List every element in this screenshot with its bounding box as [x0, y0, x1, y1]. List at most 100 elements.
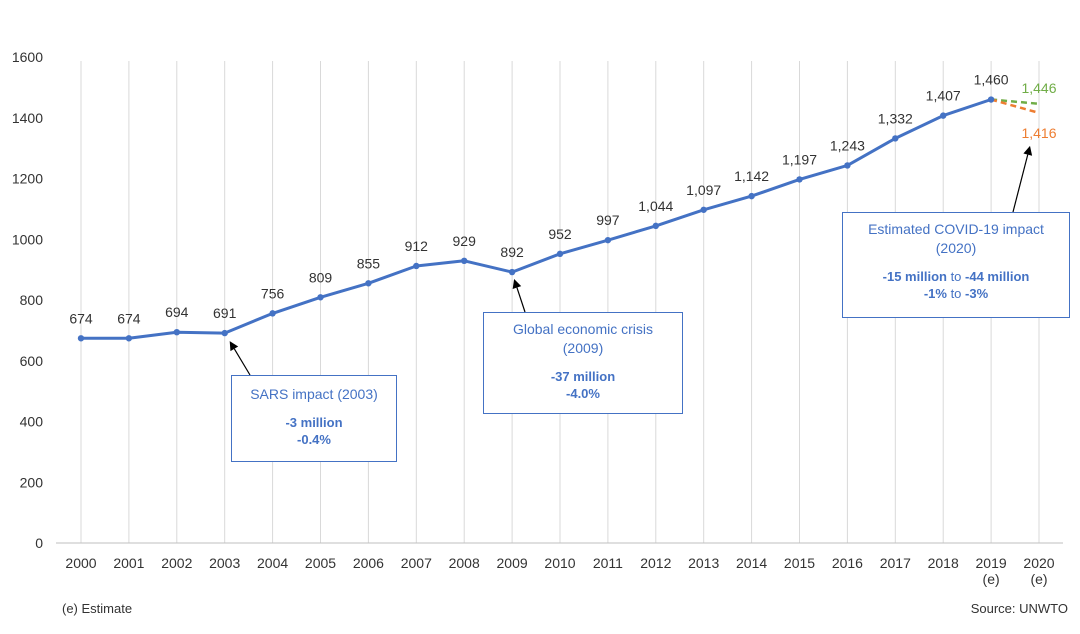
data-label: 694: [165, 304, 189, 320]
scenario-label: 1,446: [1021, 80, 1056, 96]
annotation-range-value: -15 million to -44 million: [882, 269, 1030, 284]
data-point: [77, 335, 85, 342]
y-tick-label: 1000: [12, 231, 43, 247]
data-label: 952: [548, 226, 572, 242]
y-tick-label: 1200: [12, 171, 43, 187]
data-label: 1,142: [734, 168, 769, 184]
annotation-arrows: [229, 145, 1033, 376]
x-tick-label: 2012: [640, 555, 671, 571]
x-tick-label: 2015: [784, 555, 815, 571]
x-tick-label: 2000: [65, 555, 96, 571]
series-line-path: [81, 98, 992, 340]
x-tick-label: 2019: [976, 555, 1007, 571]
data-point: [365, 280, 372, 287]
scenario-line: [990, 98, 1040, 115]
data-point: [844, 162, 851, 169]
data-point: [796, 176, 803, 183]
y-tick-label: 0: [35, 535, 43, 551]
data-label: 1,243: [830, 137, 865, 153]
data-point: [269, 310, 276, 317]
annotation-percent: -4.0%: [566, 386, 600, 401]
annotation-title: Global economic crisis (2009): [512, 321, 654, 356]
x-tick-label: 2005: [305, 555, 336, 571]
x-tick-label: 2013: [688, 555, 719, 571]
x-tick-label: 2011: [593, 555, 623, 571]
x-tick-label: 2003: [209, 555, 240, 571]
x-tick-label: 2006: [353, 555, 384, 571]
annotation-arrow-head: [1023, 145, 1033, 156]
x-tick-label: 2001: [113, 555, 144, 571]
y-tick-label: 600: [20, 353, 44, 369]
data-label: 809: [309, 269, 333, 285]
data-label: 674: [117, 310, 141, 326]
source-note: Source: UNWTO: [970, 601, 1068, 616]
annotation-arrow-line: [1012, 154, 1029, 213]
data-point: [652, 222, 659, 230]
data-label: 892: [500, 244, 524, 260]
data-label: 1,332: [878, 110, 913, 126]
x-axis: 2000 2001 2002 2003 2004 2005 2006 2007 2008 2009…: [56, 542, 1063, 587]
scenario-line: [990, 98, 1040, 106]
annotation-arrow-head: [512, 279, 522, 290]
data-label: 674: [69, 310, 93, 326]
data-point: [221, 329, 228, 337]
x-tick-label: 2009: [497, 555, 528, 571]
annotation-covid: Estimated COVID-19 impact (2020) -15 mil…: [842, 212, 1070, 318]
x-tick-label: 2014: [736, 555, 767, 571]
data-point: [413, 262, 420, 270]
annotation-percent: -0.4%: [297, 432, 331, 447]
data-point: [940, 112, 947, 119]
x-tick-label: 2010: [544, 555, 575, 571]
data-point: [892, 135, 899, 142]
data-label: 1,460: [974, 72, 1009, 88]
x-tick-label: 2018: [928, 555, 959, 571]
data-label: 1,407: [926, 88, 961, 104]
annotation-crisis: Global economic crisis (2009) -37 millio…: [483, 312, 683, 414]
data-label: 691: [213, 305, 237, 321]
scenario-lines: 1,446 1,416: [990, 80, 1057, 141]
data-label: 855: [357, 255, 381, 271]
y-tick-label: 200: [20, 474, 44, 490]
data-point: [604, 236, 612, 244]
data-label: 1,197: [782, 151, 817, 167]
data-point: [461, 257, 468, 265]
x-tick-sublabel: (e): [1030, 571, 1047, 587]
annotation-title: SARS impact (2003): [250, 386, 378, 402]
data-point: [508, 268, 516, 276]
data-point: [317, 294, 324, 301]
x-tick-label: 2008: [449, 555, 480, 571]
data-label: 997: [596, 212, 620, 228]
data-point: [700, 206, 707, 213]
series-line: [77, 96, 995, 342]
annotation-arrow-line: [233, 348, 251, 376]
annotation-value: -37 million: [550, 369, 616, 384]
x-tick-label: 2016: [832, 555, 863, 571]
annotation-arrow-line: [516, 287, 526, 313]
annotation-arrow-head: [229, 341, 239, 352]
y-axis: 0 200 400 600 800 1000 1200 1400 1600: [12, 49, 43, 551]
data-label: 756: [261, 285, 285, 301]
annotation-title: Estimated COVID-19 impact (2020): [868, 221, 1044, 256]
scenario-label: 1,416: [1021, 125, 1056, 141]
annotation-sars: SARS impact (2003) -3 million -0.4%: [231, 375, 397, 462]
data-labels: 674 674 694 691 756 809 855 912 929 892 952 997 1,04…: [69, 72, 1009, 327]
data-point: [173, 328, 180, 336]
x-tick-label: 2002: [161, 555, 192, 571]
data-label: 912: [405, 238, 429, 254]
data-label: 929: [453, 233, 477, 249]
data-label: 1,044: [638, 198, 673, 214]
y-tick-label: 400: [20, 414, 44, 430]
y-tick-label: 1600: [12, 49, 43, 65]
annotation-range-percent: -1% to -3%: [923, 286, 989, 301]
x-tick-label: 2020: [1023, 555, 1054, 571]
estimate-note: (e) Estimate: [62, 601, 133, 616]
data-point: [125, 335, 133, 342]
data-label: 1,097: [686, 182, 721, 198]
data-point: [748, 192, 755, 200]
x-tick-sublabel: (e): [983, 571, 1000, 587]
y-tick-label: 1400: [12, 110, 43, 126]
x-tick-label: 2004: [257, 555, 288, 571]
data-point: [556, 250, 564, 258]
y-tick-label: 800: [20, 292, 44, 308]
